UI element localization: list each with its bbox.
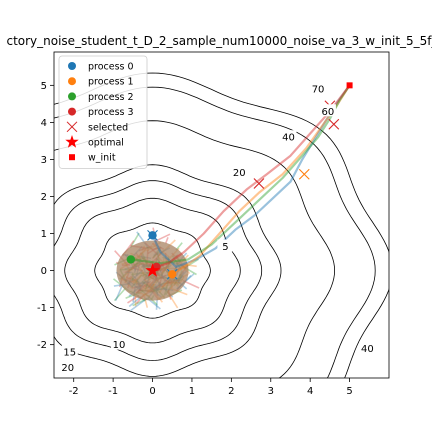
chart-title: ctory_noise_student_t_D_2_sample_num1000…	[6, 34, 432, 48]
series-line-0	[151, 84, 351, 268]
contour-line-20	[54, 164, 282, 377]
legend-label: optimal	[88, 138, 124, 149]
noise-step	[113, 287, 126, 302]
legend-item-0: process 0	[68, 62, 134, 73]
contour-label-bg	[359, 341, 376, 354]
legend-label: process 2	[88, 92, 134, 103]
noise-step	[129, 232, 140, 249]
selected-stroke	[298, 168, 310, 180]
y-tick-label: 4	[41, 118, 47, 129]
legend: process 0 process 1 process 2 process 3 sele…	[58, 55, 148, 169]
noise-step	[164, 237, 169, 244]
contour-label: 15	[63, 348, 76, 359]
selected-marker-2	[298, 168, 310, 180]
series-line-3	[156, 84, 351, 268]
legend-label: w_init	[88, 153, 116, 164]
w-init-marker	[346, 82, 353, 89]
contour-label-bg	[111, 337, 128, 350]
legend-marker-circle	[68, 92, 76, 101]
contour-line-70	[54, 72, 389, 378]
legend-label: process 1	[88, 77, 134, 88]
contour-label-bg	[319, 104, 336, 117]
contour-labels: 70 60 40 20 5 10 15 20 40	[59, 82, 376, 374]
contour-label-bg	[310, 82, 327, 95]
final-point-0	[148, 231, 157, 240]
y-tick-label: -1	[37, 303, 47, 314]
contour-line-40	[54, 120, 336, 378]
contour-line-15	[54, 180, 263, 361]
legend-item-1: process 1	[68, 77, 134, 88]
x-tick-label: -1	[108, 386, 118, 397]
legend-label: selected	[88, 122, 128, 133]
x-tick-label: 0	[149, 386, 155, 397]
contour-label-bg	[59, 360, 76, 373]
contour-label: 20	[61, 363, 74, 374]
contour-label-bg	[280, 130, 297, 143]
legend-marker-star	[65, 135, 79, 148]
contour-label-bg	[217, 239, 234, 252]
x-tick-label: 5	[346, 386, 352, 397]
contour-line-10	[64, 197, 241, 344]
final-point-1	[168, 270, 177, 279]
sample-cloud	[113, 227, 200, 312]
legend-label: process 3	[88, 107, 134, 118]
legend-item-6: w_init	[69, 153, 116, 164]
contour-label: 10	[113, 340, 126, 351]
y-tick-label: 5	[41, 81, 47, 92]
selected-stroke	[328, 118, 340, 130]
legend-item-4: selected	[66, 121, 128, 133]
x-tick-label: 3	[268, 386, 274, 397]
contour-label: 40	[282, 133, 295, 144]
selected-stroke	[253, 178, 265, 189]
x-tick-label: -2	[69, 386, 79, 397]
legend-marker-circle	[68, 107, 76, 116]
contour-lines	[54, 72, 389, 378]
y-tick-label: 3	[41, 155, 47, 166]
selected-marker-1	[328, 118, 340, 130]
legend-marker-circle	[68, 77, 76, 86]
legend-item-5: optimal	[65, 135, 124, 149]
y-axis: -2 -1 0 1 2 3 4 5	[37, 81, 54, 351]
contour-line-5	[94, 222, 211, 319]
x-tick-label: 1	[189, 386, 195, 397]
contour-line-60	[54, 86, 376, 378]
plot-area	[54, 72, 389, 378]
noise-step	[130, 297, 148, 312]
series-line-1	[171, 84, 351, 276]
y-tick-label: -2	[37, 340, 47, 351]
optimal-star	[145, 263, 160, 277]
contour-label: 40	[361, 344, 374, 355]
y-tick-label: 1	[41, 229, 47, 240]
contour-label-bg	[231, 165, 248, 178]
noise-step	[134, 295, 137, 307]
contour-label: 60	[322, 107, 335, 118]
noise-step	[114, 284, 124, 301]
selected-marker-3	[253, 178, 265, 189]
contour-label: 20	[233, 168, 246, 179]
x-tick-label: 4	[307, 386, 313, 397]
legend-marker-circle	[68, 62, 76, 70]
noise-step	[155, 299, 158, 310]
x-axis: -2 -1 0 1 2 3 4 5	[69, 378, 353, 397]
y-tick-label: 0	[41, 266, 47, 277]
contour-label: 70	[312, 85, 325, 96]
legend-box	[58, 55, 148, 169]
legend-label: process 0	[88, 62, 134, 73]
plot-frame	[53, 51, 390, 379]
legend-marker-x	[66, 121, 78, 133]
x-tick-label: 2	[228, 386, 234, 397]
contour-label-bg	[61, 345, 78, 358]
legend-item-2: process 2	[68, 92, 134, 103]
legend-item-3: process 3	[68, 107, 134, 118]
noise-step	[128, 296, 142, 308]
contour-label: 5	[222, 242, 228, 253]
legend-marker-square	[69, 154, 75, 161]
y-tick-label: 2	[41, 192, 47, 203]
final-point-2	[126, 255, 136, 264]
